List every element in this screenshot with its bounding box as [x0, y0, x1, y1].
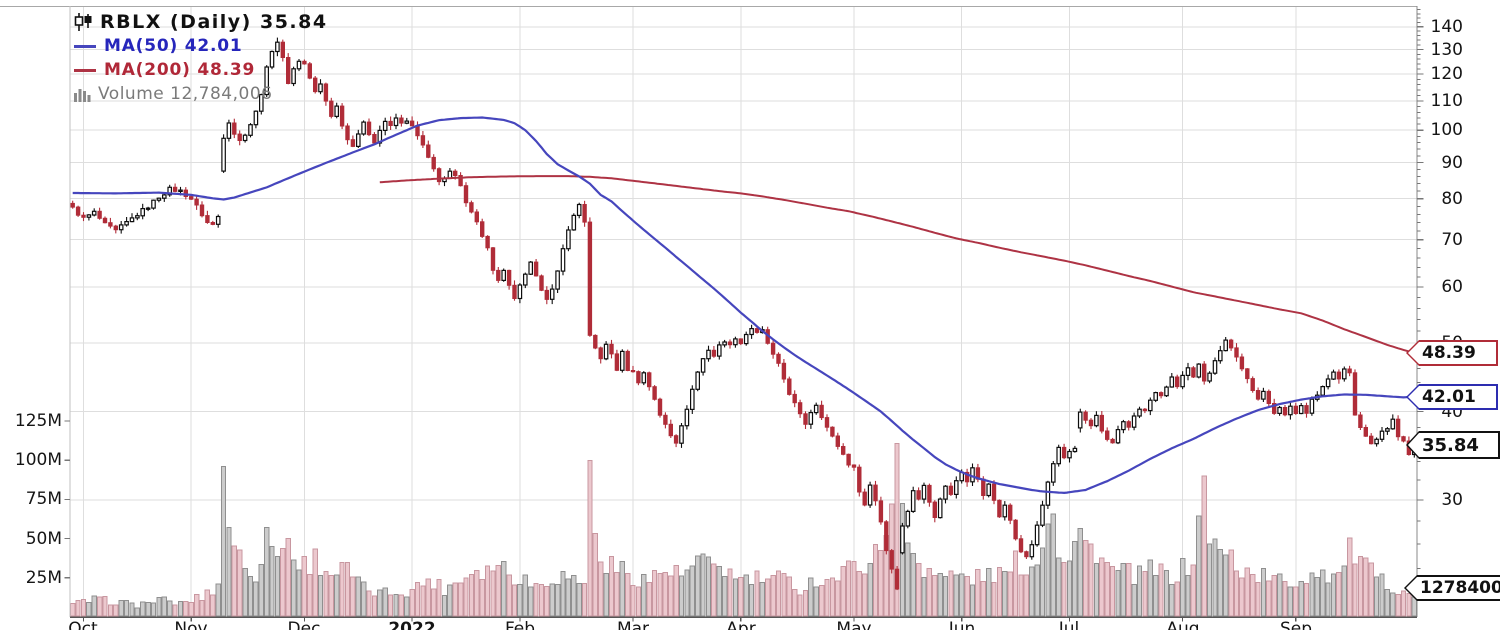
price-axis-label: 100 — [1430, 120, 1463, 140]
month-axis-label: Jul — [1058, 619, 1080, 630]
price-axis-label: 110 — [1430, 91, 1463, 111]
month-axis-label: 2022 — [388, 619, 436, 630]
month-axis-label: Apr — [726, 619, 756, 630]
legend-symbol-label: RBLX (Daily) 35.84 — [100, 11, 328, 33]
legend-ma200-label: MA(200) 48.39 — [104, 60, 256, 80]
volume-bars — [70, 442, 1417, 617]
price-axis-label: 70 — [1441, 230, 1463, 250]
price-axis-label: 90 — [1441, 153, 1463, 173]
month-axis-label: Feb — [504, 619, 536, 630]
month-axis-label: Nov — [174, 619, 208, 630]
ma200-callout-shape: 48.39 — [1406, 340, 1498, 366]
last-price-callout: 35.84 — [1406, 431, 1500, 459]
volume-axis-label: 75M — [25, 489, 62, 509]
grid — [70, 6, 1417, 617]
month-axis-label: Dec — [287, 619, 321, 630]
last-price-callout-shape: 35.84 — [1406, 431, 1500, 459]
ma200-line-swatch-icon — [74, 68, 96, 72]
last-price-callout-value: 35.84 — [1422, 434, 1479, 456]
month-axis-label: Jun — [948, 619, 976, 630]
month-axis-label: Sep — [1279, 619, 1313, 630]
price-axis-label: 60 — [1441, 277, 1463, 297]
legend-volume-row: Volume 12,784,006 — [74, 82, 328, 106]
legend-ma50-row: MA(50) 42.01 — [74, 34, 328, 58]
legend-ma50-label: MA(50) 42.01 — [104, 36, 243, 56]
month-axis-label: May — [836, 619, 872, 630]
price-axis-label: 130 — [1430, 40, 1463, 60]
ma50-callout-value: 42.01 — [1422, 387, 1476, 407]
ma200-line — [379, 175, 1417, 355]
last-volume-callout-value: 12784006 — [1420, 578, 1500, 598]
price-axis-label: 80 — [1441, 189, 1463, 209]
volume-axis-label: 50M — [25, 529, 62, 549]
ma50-callout-shape: 42.01 — [1406, 384, 1498, 410]
price-axis-label: 140 — [1430, 17, 1463, 37]
ma200-callout-value: 48.39 — [1422, 343, 1476, 363]
month-axis-label: Mar — [616, 619, 650, 630]
last-volume-callout: 12784006 — [1404, 575, 1500, 601]
volume-axis-label: 100M — [14, 450, 62, 470]
candlestick-icon — [74, 13, 92, 31]
price-axis-label: 30 — [1441, 490, 1463, 510]
volume-axis-label: 25M — [25, 568, 62, 588]
ma200-price-callout: 48.39 — [1406, 340, 1498, 366]
legend-volume-label: Volume 12,784,006 — [98, 84, 273, 104]
chart-legend: RBLX (Daily) 35.84 MA(50) 42.01 MA(200) … — [74, 10, 328, 106]
price-axis-label: 120 — [1430, 64, 1463, 84]
candles — [70, 37, 1417, 591]
legend-symbol-row: RBLX (Daily) 35.84 — [74, 10, 328, 34]
volume-bars-icon — [74, 88, 91, 102]
month-axis-label: Aug — [1166, 619, 1200, 630]
last-volume-callout-shape: 12784006 — [1404, 575, 1500, 601]
ma50-line — [72, 116, 1417, 495]
ma50-price-callout: 42.01 — [1406, 384, 1498, 410]
volume-axis-label: 125M — [14, 411, 62, 431]
ma50-line-swatch-icon — [74, 44, 96, 48]
month-axis-label: Oct — [68, 619, 98, 630]
legend-ma200-row: MA(200) 48.39 — [74, 58, 328, 82]
